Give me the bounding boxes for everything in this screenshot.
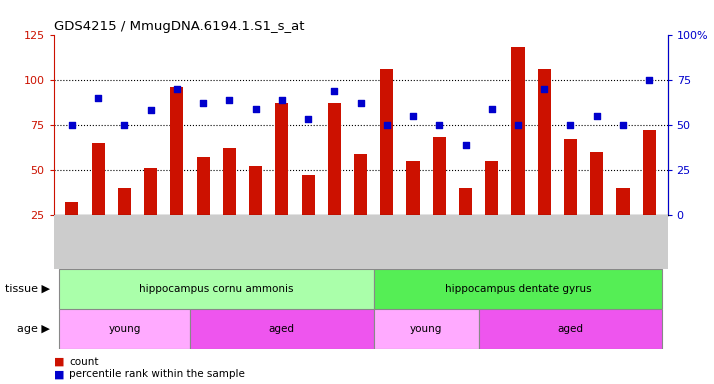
Point (513, 122, 524, 128)
Bar (373, 269, 663, 309)
Point (92, 95, 104, 101)
Bar (328, 103, 341, 260)
Bar (486, 161, 498, 260)
Text: hippocampus cornu ammonis: hippocampus cornu ammonis (139, 284, 293, 294)
Point (145, 107, 156, 113)
Point (618, 122, 629, 128)
Text: age ▶: age ▶ (17, 324, 50, 334)
Text: percentile rank within the sample: percentile rank within the sample (69, 369, 245, 379)
Point (355, 100, 366, 106)
Bar (373, 309, 478, 349)
Bar (564, 139, 577, 260)
Bar (171, 87, 183, 260)
Text: aged: aged (269, 324, 295, 334)
Bar (66, 202, 79, 260)
Bar (59, 269, 373, 309)
Bar (144, 168, 157, 260)
Bar (196, 157, 210, 260)
Point (408, 113, 419, 119)
Bar (59, 309, 190, 349)
Bar (406, 161, 420, 260)
Point (460, 142, 471, 148)
Bar (459, 188, 472, 260)
Bar (478, 309, 663, 349)
Point (591, 113, 603, 119)
Text: GDS4215 / MmugDNA.6194.1.S1_s_at: GDS4215 / MmugDNA.6194.1.S1_s_at (54, 20, 304, 33)
Text: ■: ■ (54, 357, 64, 367)
Point (119, 122, 130, 128)
Point (486, 106, 498, 112)
Point (223, 96, 235, 103)
Point (565, 122, 576, 128)
Bar (354, 154, 367, 260)
Bar (590, 152, 603, 260)
Text: hippocampus dentate gyrus: hippocampus dentate gyrus (445, 284, 591, 294)
Bar (301, 175, 315, 260)
Text: tissue ▶: tissue ▶ (5, 284, 50, 294)
Bar (249, 166, 262, 260)
Point (328, 88, 340, 94)
Point (643, 77, 655, 83)
Bar (616, 188, 630, 260)
Point (66, 122, 78, 128)
Point (171, 86, 183, 92)
Point (302, 116, 313, 122)
Bar (511, 47, 525, 260)
Point (538, 86, 550, 92)
Bar (190, 309, 373, 349)
Text: count: count (69, 357, 99, 367)
Point (250, 106, 261, 112)
Bar (433, 137, 446, 260)
Text: young: young (410, 324, 443, 334)
Point (433, 122, 445, 128)
Bar (276, 103, 288, 260)
Point (381, 122, 393, 128)
Bar (118, 188, 131, 260)
Point (197, 100, 208, 106)
Text: ■: ■ (54, 369, 64, 379)
Bar (643, 130, 655, 260)
Bar (223, 148, 236, 260)
Bar (538, 69, 550, 260)
Bar (91, 143, 105, 260)
Bar (381, 69, 393, 260)
Point (276, 96, 288, 103)
Text: young: young (109, 324, 141, 334)
Text: aged: aged (558, 324, 583, 334)
